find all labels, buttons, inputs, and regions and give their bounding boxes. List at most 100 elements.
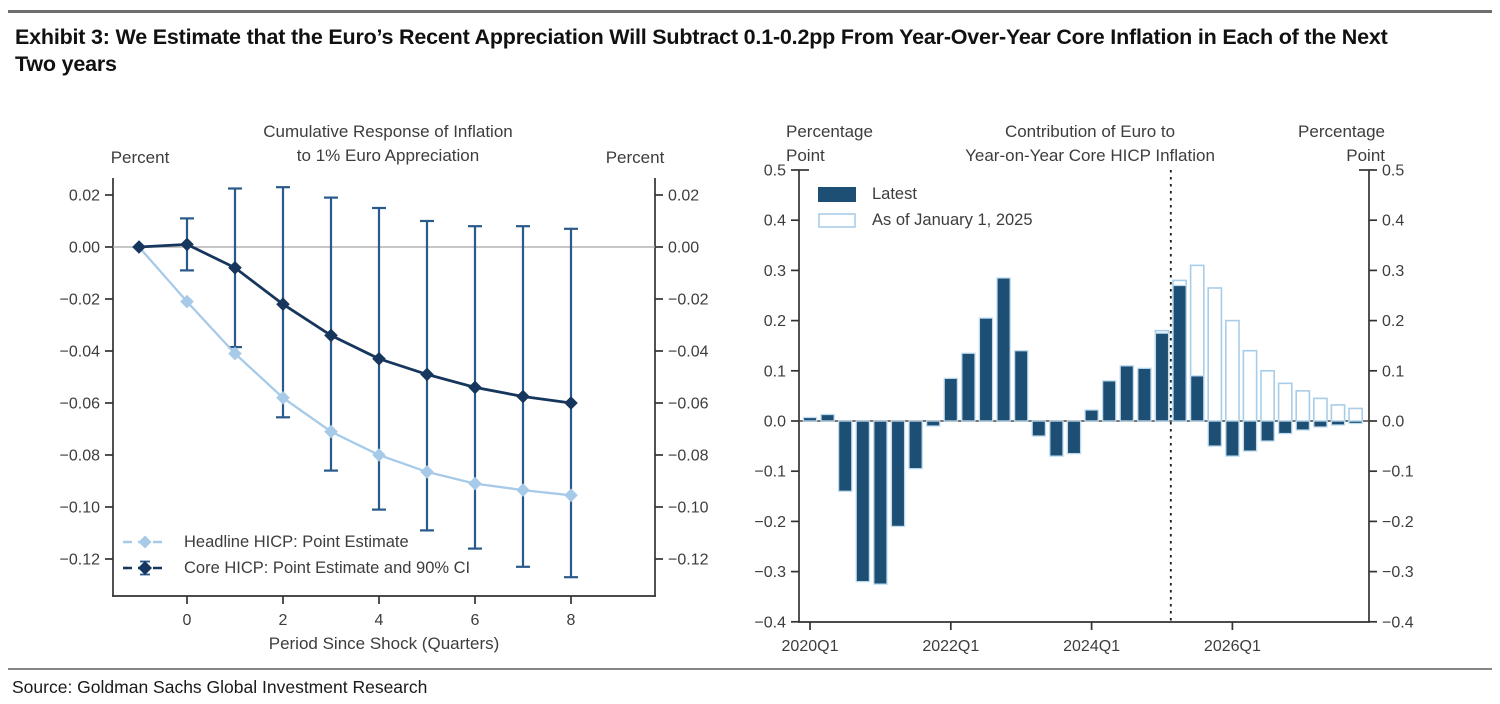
data-point-diamond (228, 261, 242, 275)
bar (1101, 380, 1117, 422)
bar (1313, 420, 1328, 428)
data-point-diamond (324, 328, 338, 343)
bar (1084, 409, 1099, 422)
bar (1207, 420, 1223, 447)
svg-text:−0.06: −0.06 (668, 396, 709, 413)
svg-text:−0.2: −0.2 (1382, 514, 1414, 531)
data-point-diamond (324, 424, 338, 439)
data-point-diamond (372, 352, 386, 366)
bar (802, 416, 818, 422)
bar (1295, 390, 1311, 422)
bar (943, 377, 959, 422)
data-point-diamond (228, 346, 242, 361)
exhibit-title-line2: Two years (15, 52, 117, 76)
data-point-diamond (564, 396, 578, 410)
svg-text:0.2: 0.2 (764, 313, 786, 330)
svg-text:0.00: 0.00 (668, 240, 699, 257)
svg-text:−0.1: −0.1 (1382, 464, 1414, 481)
data-point-diamond (516, 389, 530, 404)
left-chart-title-line2: to 1% Euro Appreciation (296, 146, 480, 165)
bar (996, 277, 1011, 422)
left-chart-x-axis-label: Period Since Shock (Quarters) (268, 634, 500, 653)
data-point-diamond (516, 483, 530, 497)
latest-bars (802, 277, 1363, 585)
svg-text:8: 8 (567, 612, 576, 629)
bar (1242, 420, 1258, 452)
bar (820, 413, 835, 422)
bar (961, 352, 976, 422)
left-chart-title: Cumulative Response of Inflation to 1% Eu… (263, 120, 512, 168)
bar (1277, 420, 1293, 435)
svg-text:−0.04: −0.04 (60, 344, 101, 361)
svg-text:−0.08: −0.08 (668, 448, 709, 465)
legend-label-latest: Latest (872, 184, 917, 203)
svg-text:−0.3: −0.3 (754, 564, 786, 581)
svg-text:2024Q1: 2024Q1 (1063, 638, 1120, 655)
data-point-diamond (468, 380, 482, 395)
bar (1225, 319, 1240, 422)
bar (1330, 420, 1346, 426)
data-point-diamond (564, 488, 578, 503)
exhibit-title: Exhibit 3: We Estimate that the Euro’s R… (15, 24, 1485, 78)
bar (1049, 420, 1064, 457)
svg-text:−0.06: −0.06 (60, 396, 101, 413)
svg-text:0.0: 0.0 (1382, 414, 1404, 431)
data-point-diamond (372, 448, 386, 462)
svg-text:0.5: 0.5 (1382, 163, 1404, 180)
right-chart-right-axis-caption: Percentage Point (1298, 122, 1385, 165)
headline-line-marker-icon (123, 535, 167, 549)
svg-text:0.1: 0.1 (1382, 363, 1404, 380)
svg-text:0.2: 0.2 (1382, 313, 1404, 330)
svg-text:2022Q1: 2022Q1 (922, 638, 979, 655)
bar (1119, 365, 1135, 422)
svg-text:−0.12: −0.12 (668, 552, 709, 569)
right-chart-axes: 0.5 0.5 0.4 0.4 0.3 0.3 0.2 0.2 0.1 0.1 0.0 0.0 −0.1… (754, 163, 1413, 656)
right-chart-title-line2: Year-on-Year Core HICP Inflation (965, 146, 1215, 165)
exhibit-title-line1: Exhibit 3: We Estimate that the Euro’s R… (15, 25, 1388, 49)
bar (1348, 420, 1363, 425)
bar (1189, 375, 1205, 422)
bar (1313, 397, 1328, 422)
bar (855, 420, 871, 583)
bar (978, 317, 994, 422)
left-chart-title-line1: Cumulative Response of Inflation (263, 122, 513, 141)
bar (1260, 420, 1275, 442)
bar (837, 420, 853, 492)
svg-text:6: 6 (471, 612, 480, 629)
data-point-diamond (420, 465, 434, 479)
bar (1172, 284, 1187, 422)
data-point-diamond (468, 476, 482, 491)
legend-item-core: Core HICP: Point Estimate and 90% CI (122, 555, 470, 581)
legend-label-core: Core HICP: Point Estimate and 90% CI (184, 558, 471, 577)
asof-bar-swatch-icon (818, 212, 856, 228)
svg-text:−0.02: −0.02 (668, 292, 709, 309)
svg-text:−0.4: −0.4 (754, 614, 786, 631)
svg-text:0.02: 0.02 (668, 188, 699, 205)
legend-label-asof: As of January 1, 2025 (872, 210, 1033, 229)
left-chart-axes: 0.02 0.02 0.00 0.00 −0.02 −0.02 −0.04 −0.04 −0.0… (60, 178, 709, 629)
data-point-diamond (420, 367, 434, 382)
data-point-diamond (276, 391, 290, 405)
bar (1137, 367, 1152, 422)
legend-label-headline: Headline HICP: Point Estimate (184, 532, 409, 551)
data-point-diamond (180, 294, 194, 309)
svg-text:−0.3: −0.3 (1382, 564, 1414, 581)
data-point-diamond (180, 237, 194, 252)
svg-text:0.3: 0.3 (1382, 263, 1404, 280)
bar (908, 420, 923, 470)
svg-text:0.00: 0.00 (69, 240, 100, 257)
svg-text:0.3: 0.3 (764, 263, 786, 280)
svg-text:−0.4: −0.4 (1382, 614, 1414, 631)
bar (1013, 350, 1029, 422)
bar (1277, 382, 1293, 422)
right-chart-title-line1: Contribution of Euro to (1004, 122, 1176, 141)
bar (1295, 420, 1311, 431)
svg-text:2026Q1: 2026Q1 (1204, 638, 1261, 655)
svg-text:−0.2: −0.2 (754, 514, 786, 531)
legend-item-asof: As of January 1, 2025 (818, 207, 1033, 233)
latest-bar-swatch-icon (818, 186, 856, 202)
svg-text:2: 2 (279, 612, 288, 629)
